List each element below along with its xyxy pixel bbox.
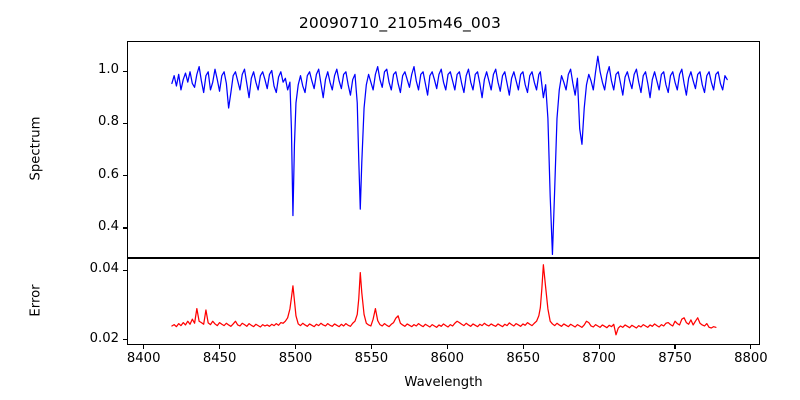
x-tick-mark bbox=[370, 345, 372, 349]
x-tick-mark bbox=[219, 345, 221, 349]
figure-title: 20090710_2105m46_003 bbox=[298, 14, 502, 32]
x-tick-mark bbox=[143, 345, 145, 349]
y-tick-mark bbox=[123, 175, 127, 177]
y-tick-label: 0.04 bbox=[89, 261, 119, 277]
x-tick-label: 8400 bbox=[126, 351, 161, 366]
y-tick-mark bbox=[123, 122, 127, 124]
y-tick-label: 0.6 bbox=[98, 166, 119, 182]
x-tick-label: 8700 bbox=[582, 351, 616, 366]
x-tick-label: 8550 bbox=[354, 351, 389, 366]
y-tick-mark bbox=[123, 339, 127, 341]
y-tick-mark bbox=[123, 269, 127, 271]
y-tick-mark bbox=[123, 70, 127, 72]
y-tick-label: 0.4 bbox=[98, 218, 119, 234]
error-plot-panel bbox=[127, 258, 760, 345]
y-tick-label: 1.0 bbox=[98, 62, 119, 78]
x-tick-mark bbox=[446, 345, 448, 349]
wavelength-axis-label: Wavelength bbox=[404, 375, 483, 390]
y-tick-label: 0.8 bbox=[98, 114, 119, 130]
x-tick-mark bbox=[522, 345, 524, 349]
x-tick-label: 8800 bbox=[734, 351, 768, 366]
spectrum-plot-panel bbox=[127, 41, 760, 258]
x-tick-label: 8600 bbox=[430, 351, 465, 366]
error-line-series bbox=[171, 264, 717, 336]
x-tick-mark bbox=[598, 345, 600, 349]
x-tick-mark bbox=[750, 345, 752, 349]
x-tick-mark bbox=[674, 345, 676, 349]
error-axis-label: Error bbox=[28, 283, 44, 317]
x-tick-label: 8750 bbox=[658, 351, 692, 366]
spectrum-line-series bbox=[171, 55, 728, 256]
spectrum-axis-label: Spectrum bbox=[28, 116, 44, 180]
y-tick-mark bbox=[123, 227, 127, 229]
x-tick-label: 8650 bbox=[506, 351, 540, 366]
x-tick-label: 8500 bbox=[278, 351, 313, 366]
y-tick-label: 0.02 bbox=[89, 330, 119, 346]
x-tick-label: 8450 bbox=[202, 351, 237, 366]
x-tick-mark bbox=[294, 345, 297, 349]
